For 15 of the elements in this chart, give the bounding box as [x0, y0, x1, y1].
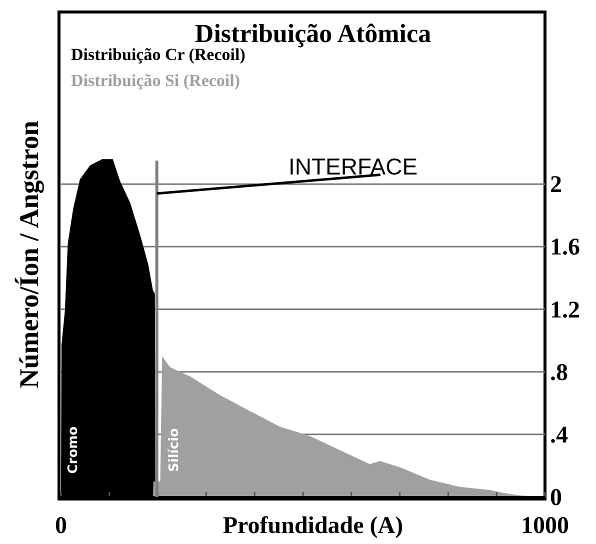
annotation: Silício [167, 428, 182, 472]
y-axis-title: Número/Íon / Angstron [14, 120, 44, 388]
y-tick-label: 1.2 [550, 297, 580, 324]
x-tick-label: 1000 [521, 513, 569, 539]
y-tick-label: 1.6 [550, 234, 580, 261]
y-tick-label: 2 [550, 172, 562, 198]
ref-line-label: INTERFACE [288, 154, 418, 180]
annotation: Cromo [66, 426, 81, 474]
y-tick-label: .8 [550, 360, 568, 386]
y-tick-label: 0 [550, 485, 562, 511]
chart-title: Distribuição Atômica [194, 19, 432, 48]
text: Distribuição Si (Recoil) [71, 71, 240, 90]
text: Distribuição Cr (Recoil) [71, 45, 246, 64]
y-tick-label: .4 [550, 422, 568, 448]
x-axis-title: Profundidade (A) [222, 513, 404, 539]
